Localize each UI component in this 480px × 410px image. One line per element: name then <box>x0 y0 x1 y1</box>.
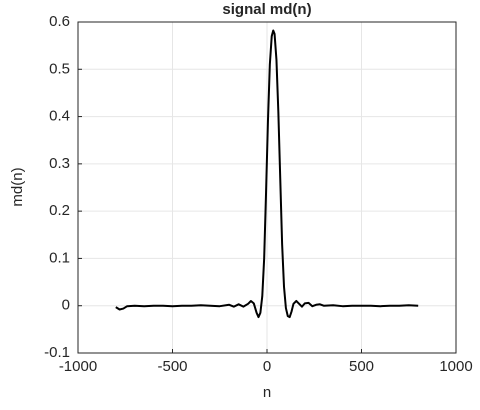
y-tick-label: 0.1 <box>49 249 70 266</box>
x-axis-label: n <box>263 384 271 401</box>
y-axis-label: md(n) <box>9 167 26 206</box>
axes-box <box>77 21 457 354</box>
x-tick-label: -500 <box>157 358 187 375</box>
x-tick-label: 1000 <box>439 358 472 375</box>
signal-line <box>115 29 419 319</box>
x-tick-label: -1000 <box>59 358 97 375</box>
y-tick-label: -0.1 <box>44 344 70 361</box>
y-tick-label: 0.6 <box>49 13 70 30</box>
y-tick-label: 0.4 <box>49 108 70 125</box>
y-tick-label: 0 <box>62 297 70 314</box>
chart-title: signal md(n) <box>222 1 311 18</box>
y-tick-label: 0.3 <box>49 155 70 172</box>
x-tick-label: 0 <box>263 358 271 375</box>
x-tick-label: 500 <box>349 358 374 375</box>
y-tick-label: 0.5 <box>49 60 70 77</box>
y-tick-label: 0.2 <box>49 202 70 219</box>
